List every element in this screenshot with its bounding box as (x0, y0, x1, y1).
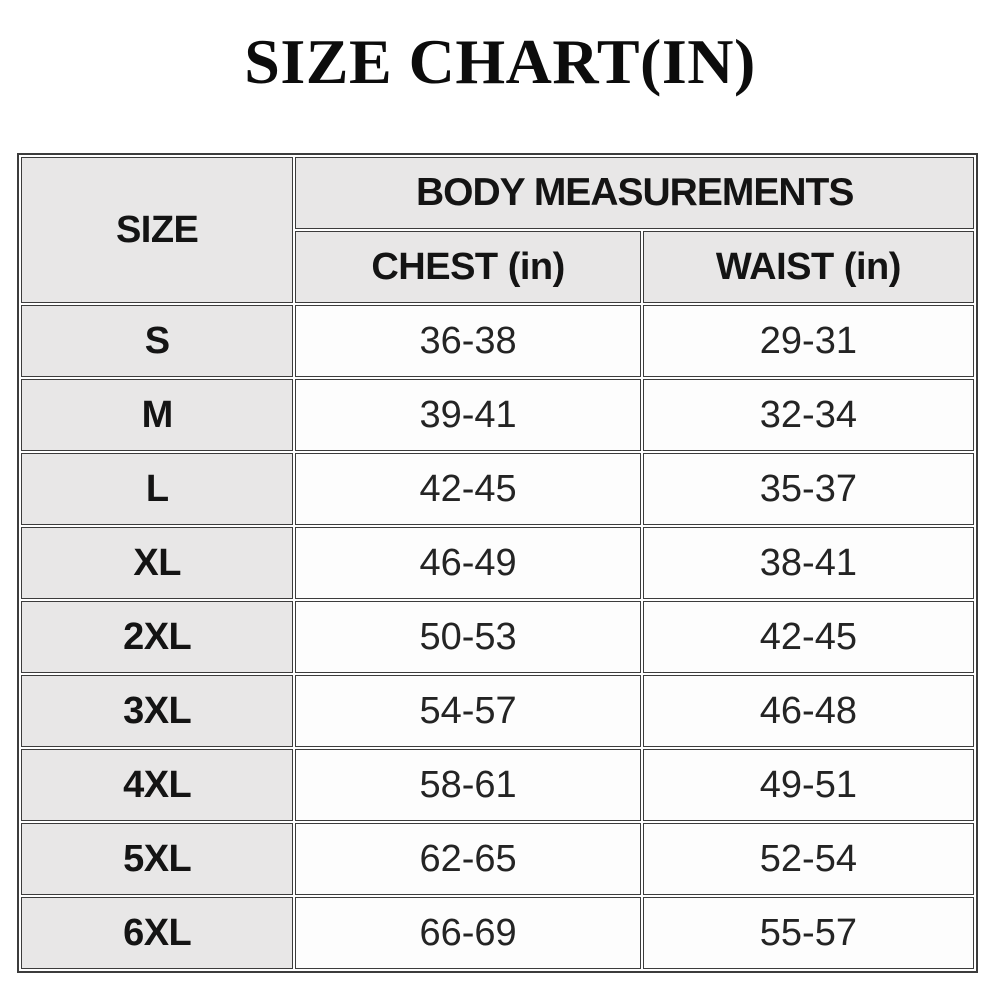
chest-cell: 50-53 (295, 601, 641, 673)
header-row-group: SIZE BODY MEASUREMENTS (21, 157, 974, 303)
size-cell: 6XL (21, 897, 294, 969)
waist-cell: 38-41 (642, 527, 974, 599)
chest-cell: 54-57 (295, 675, 641, 747)
table-row: 6XL 66-69 55-57 (21, 897, 974, 969)
size-cell: XL (21, 527, 294, 599)
size-chart-table: SIZE BODY MEASUREMENTS CHEST (in) WAIST … (17, 153, 978, 973)
chest-cell: 36-38 (295, 305, 641, 377)
chest-cell: 42-45 (295, 453, 641, 525)
waist-cell: 52-54 (642, 823, 974, 895)
waist-column-header: WAIST (in) (642, 231, 974, 303)
waist-cell: 49-51 (642, 749, 974, 821)
chest-cell: 58-61 (295, 749, 641, 821)
size-cell: 2XL (21, 601, 294, 673)
chest-cell: 39-41 (295, 379, 641, 451)
body-measurements-header: BODY MEASUREMENTS (295, 157, 974, 229)
table-row: M 39-41 32-34 (21, 379, 974, 451)
chest-column-header: CHEST (in) (295, 231, 641, 303)
table-row: 4XL 58-61 49-51 (21, 749, 974, 821)
size-cell: 4XL (21, 749, 294, 821)
waist-cell: 42-45 (642, 601, 974, 673)
table-row: 3XL 54-57 46-48 (21, 675, 974, 747)
size-cell: L (21, 453, 294, 525)
size-column-header: SIZE (21, 157, 294, 303)
waist-cell: 46-48 (642, 675, 974, 747)
size-cell: M (21, 379, 294, 451)
waist-cell: 32-34 (642, 379, 974, 451)
waist-cell: 29-31 (642, 305, 974, 377)
size-cell: 5XL (21, 823, 294, 895)
chest-cell: 62-65 (295, 823, 641, 895)
table-row: 2XL 50-53 42-45 (21, 601, 974, 673)
chest-cell: 66-69 (295, 897, 641, 969)
size-cell: S (21, 305, 294, 377)
chest-cell: 46-49 (295, 527, 641, 599)
table-row: S 36-38 29-31 (21, 305, 974, 377)
waist-cell: 35-37 (642, 453, 974, 525)
header-row-columns: CHEST (in) WAIST (in) (21, 231, 974, 303)
page-title: SIZE CHART(IN) (244, 26, 756, 97)
table-row: XL 46-49 38-41 (21, 527, 974, 599)
table-row: L 42-45 35-37 (21, 453, 974, 525)
table-row: 5XL 62-65 52-54 (21, 823, 974, 895)
waist-cell: 55-57 (642, 897, 974, 969)
size-cell: 3XL (21, 675, 294, 747)
